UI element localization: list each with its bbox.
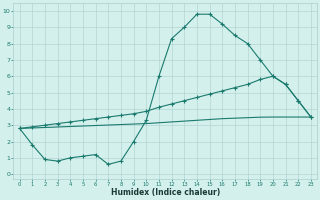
X-axis label: Humidex (Indice chaleur): Humidex (Indice chaleur): [111, 188, 220, 197]
